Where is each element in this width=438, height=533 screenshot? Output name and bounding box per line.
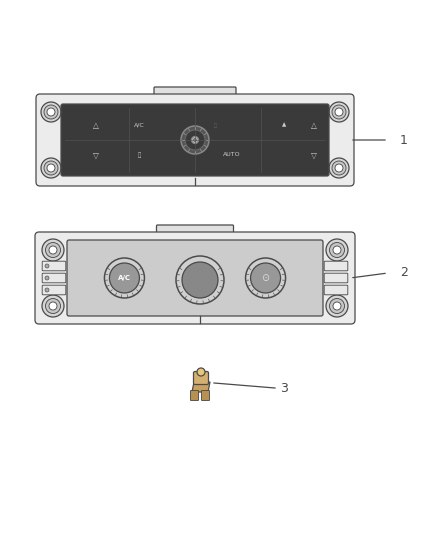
Circle shape <box>329 102 349 122</box>
Circle shape <box>47 108 55 116</box>
FancyBboxPatch shape <box>35 232 355 324</box>
Text: AUTO: AUTO <box>223 152 240 157</box>
Circle shape <box>45 264 49 268</box>
Circle shape <box>42 295 64 317</box>
Text: ⊙: ⊙ <box>261 273 270 283</box>
Circle shape <box>44 105 58 119</box>
Circle shape <box>47 164 55 172</box>
FancyBboxPatch shape <box>324 261 348 271</box>
Circle shape <box>49 302 57 310</box>
Circle shape <box>326 295 348 317</box>
Circle shape <box>49 246 57 254</box>
Circle shape <box>46 298 60 313</box>
Circle shape <box>181 126 209 154</box>
FancyBboxPatch shape <box>67 240 323 316</box>
Text: ▽: ▽ <box>311 150 317 159</box>
FancyBboxPatch shape <box>324 273 348 283</box>
Circle shape <box>335 164 343 172</box>
Circle shape <box>41 158 61 178</box>
FancyBboxPatch shape <box>42 273 66 283</box>
Circle shape <box>182 262 218 298</box>
FancyBboxPatch shape <box>154 87 236 99</box>
Circle shape <box>333 302 341 310</box>
Circle shape <box>46 243 60 257</box>
FancyBboxPatch shape <box>61 104 329 176</box>
Circle shape <box>110 263 139 293</box>
FancyBboxPatch shape <box>156 225 233 237</box>
Circle shape <box>333 246 341 254</box>
FancyBboxPatch shape <box>194 372 208 384</box>
Text: ▽: ▽ <box>93 150 99 159</box>
FancyBboxPatch shape <box>191 391 198 400</box>
Text: 1: 1 <box>400 133 408 147</box>
Circle shape <box>45 276 49 280</box>
FancyBboxPatch shape <box>36 94 354 186</box>
Circle shape <box>41 102 61 122</box>
Polygon shape <box>192 382 210 392</box>
Circle shape <box>326 239 348 261</box>
FancyBboxPatch shape <box>324 285 348 295</box>
Circle shape <box>329 243 345 257</box>
Circle shape <box>185 130 205 150</box>
Circle shape <box>332 161 346 175</box>
FancyBboxPatch shape <box>42 261 66 271</box>
Circle shape <box>191 136 198 143</box>
Circle shape <box>329 158 349 178</box>
Circle shape <box>104 258 145 298</box>
Circle shape <box>176 256 224 304</box>
Text: A/C: A/C <box>134 123 144 127</box>
Text: ▲: ▲ <box>282 123 286 127</box>
Circle shape <box>194 139 197 141</box>
Circle shape <box>335 108 343 116</box>
Circle shape <box>44 161 58 175</box>
Text: 2: 2 <box>400 266 408 279</box>
Circle shape <box>246 258 286 298</box>
Circle shape <box>332 105 346 119</box>
Text: △: △ <box>93 120 99 130</box>
Circle shape <box>251 263 281 293</box>
Text: A/C: A/C <box>118 275 131 281</box>
Text: 3: 3 <box>280 382 288 394</box>
Circle shape <box>329 298 345 313</box>
Circle shape <box>45 288 49 292</box>
Text: 🚗: 🚗 <box>137 152 141 158</box>
Text: △: △ <box>311 120 317 130</box>
Circle shape <box>197 368 205 376</box>
Circle shape <box>42 239 64 261</box>
FancyBboxPatch shape <box>201 391 209 400</box>
Text: ⬛: ⬛ <box>213 123 216 127</box>
FancyBboxPatch shape <box>42 285 66 295</box>
